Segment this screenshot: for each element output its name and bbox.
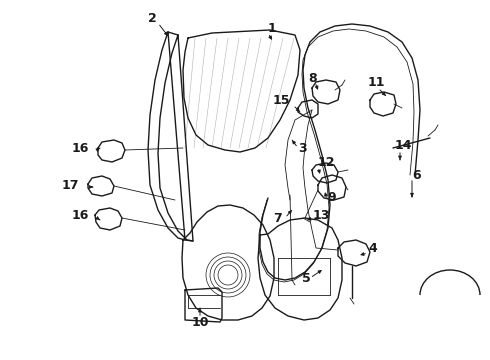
Text: 2: 2	[148, 12, 157, 24]
Text: 10: 10	[192, 316, 210, 329]
Text: 17: 17	[62, 179, 79, 192]
Text: 16: 16	[72, 208, 89, 221]
Text: 7: 7	[273, 212, 282, 225]
Text: 6: 6	[412, 168, 420, 181]
Text: 1: 1	[268, 22, 277, 35]
Text: 16: 16	[72, 141, 89, 154]
Text: 3: 3	[298, 141, 307, 154]
Text: 13: 13	[313, 208, 330, 221]
Text: 15: 15	[272, 94, 290, 107]
Text: 9: 9	[327, 190, 336, 203]
Text: 5: 5	[302, 271, 311, 284]
Text: 14: 14	[395, 139, 413, 152]
Text: 8: 8	[308, 72, 317, 85]
Text: 12: 12	[318, 156, 336, 168]
Text: 11: 11	[368, 76, 386, 89]
Text: 4: 4	[368, 242, 377, 255]
